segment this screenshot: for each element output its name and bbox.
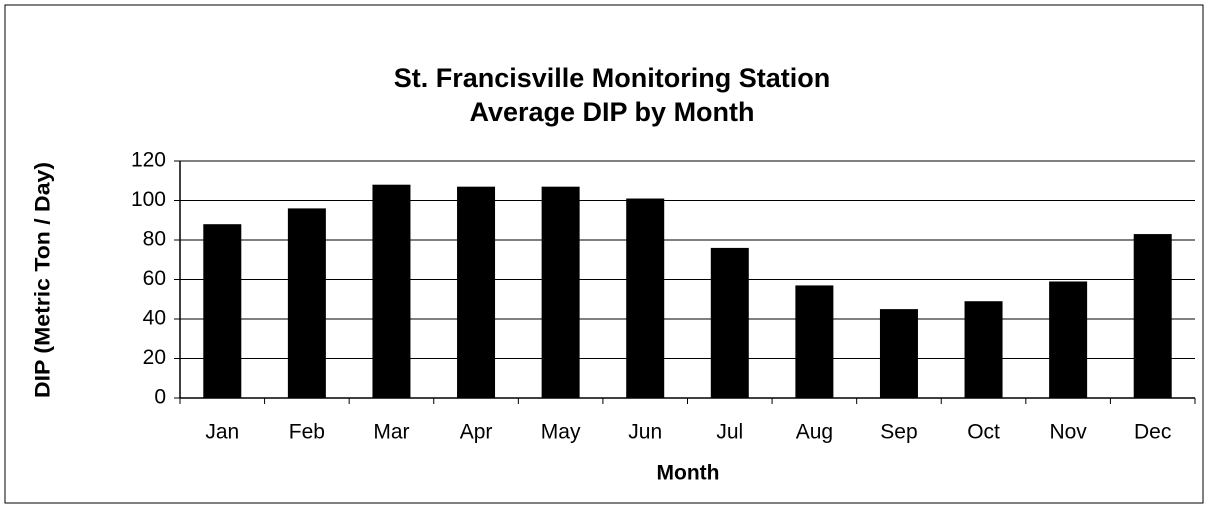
bar <box>541 186 580 398</box>
x-tick-label: Nov <box>1049 421 1087 444</box>
bar <box>203 224 242 398</box>
x-axis-title: Month <box>657 462 720 485</box>
bar <box>879 309 918 398</box>
bar <box>1049 281 1088 398</box>
chart-title: St. Francisville Monitoring Station <box>394 63 831 93</box>
y-tick-label: 60 <box>143 267 166 290</box>
y-tick-label: 100 <box>131 188 166 211</box>
x-tick-label: Feb <box>289 421 325 444</box>
bar <box>1133 234 1172 398</box>
x-tick-label: Jun <box>628 421 662 444</box>
x-tick-label: Jul <box>716 421 743 444</box>
bar <box>795 285 834 398</box>
y-tick-label: 0 <box>154 386 166 409</box>
bar <box>964 301 1003 398</box>
x-tick-label: Dec <box>1134 421 1171 444</box>
bar <box>287 208 326 398</box>
chart-title: Average DIP by Month <box>469 97 754 127</box>
x-tick-label: Apr <box>460 421 493 444</box>
bar <box>626 198 665 398</box>
y-tick-label: 120 <box>131 149 166 172</box>
bar <box>710 247 749 398</box>
x-tick-label: May <box>541 421 581 444</box>
x-tick-label: Oct <box>967 421 1000 444</box>
x-tick-label: Aug <box>796 421 833 444</box>
y-tick-label: 20 <box>143 346 166 369</box>
bar <box>457 186 496 398</box>
y-axis-title: DIP (Metric Ton / Day) <box>32 162 55 398</box>
y-tick-label: 80 <box>143 228 166 251</box>
bar <box>372 184 411 398</box>
x-tick-label: Sep <box>880 421 917 444</box>
x-tick-label: Jan <box>205 421 239 444</box>
x-tick-label: Mar <box>373 421 409 444</box>
y-tick-label: 40 <box>143 307 166 330</box>
